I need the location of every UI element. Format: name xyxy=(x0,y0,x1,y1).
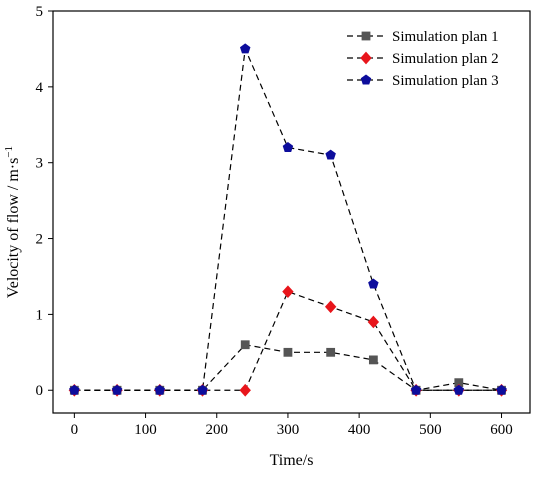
data-point-series-1 xyxy=(240,340,250,350)
x-axis-title: Time/s xyxy=(270,452,314,469)
data-point-series-2 xyxy=(367,315,380,329)
y-axis-title-text: Velocity of flow / m·s xyxy=(5,158,22,298)
y-tick-label: 0 xyxy=(36,383,44,399)
legend-label-2: Simulation plan 2 xyxy=(392,51,499,67)
data-point-series-3 xyxy=(282,142,294,152)
y-tick-label: 5 xyxy=(36,4,44,20)
data-point-series-3 xyxy=(111,384,123,395)
data-point-series-1 xyxy=(368,355,378,365)
legend: Simulation plan 1 Simulation plan 2 Simula… xyxy=(347,29,499,89)
data-point-series-3 xyxy=(197,384,208,395)
series-line-3 xyxy=(74,46,502,391)
x-tick-label: 400 xyxy=(348,422,371,438)
tick-labels-layer: 0 100 200 300 400 500 600 0 1 2 3 4 5 xyxy=(36,4,513,438)
axis-ticks-layer xyxy=(48,10,503,418)
data-point-series-1 xyxy=(454,378,464,388)
y-tick-label: 4 xyxy=(36,80,44,96)
x-tick-label: 0 xyxy=(71,422,79,438)
data-point-series-2 xyxy=(324,300,337,314)
data-point-series-3 xyxy=(154,384,166,395)
data-point-series-3 xyxy=(69,384,80,395)
data-point-series-1 xyxy=(326,347,336,357)
data-point-series-2 xyxy=(282,285,294,298)
series-markers-layer xyxy=(68,43,508,397)
data-point-series-3 xyxy=(368,278,379,289)
y-axis-title-superscript: −1 xyxy=(3,146,15,158)
plot-frame xyxy=(52,10,531,414)
data-point-series-1 xyxy=(283,347,293,357)
y-tick-label: 1 xyxy=(36,307,44,323)
legend-label-3: Simulation plan 3 xyxy=(392,73,499,89)
series-lines-layer xyxy=(74,46,502,391)
x-tick-label: 300 xyxy=(277,422,300,438)
legend-marker-2 xyxy=(360,51,372,65)
legend-marker-3 xyxy=(360,74,372,85)
y-axis-title: Velocity of flow / m·s−1 xyxy=(3,146,22,298)
y-tick-label: 2 xyxy=(36,232,44,248)
data-point-series-3 xyxy=(325,149,336,160)
data-point-series-2 xyxy=(239,383,251,397)
x-tick-label: 500 xyxy=(419,422,442,438)
x-tick-label: 200 xyxy=(205,422,228,438)
x-tick-label: 100 xyxy=(134,422,157,438)
data-point-series-3 xyxy=(239,43,251,54)
data-point-series-3 xyxy=(453,384,465,395)
data-point-series-3 xyxy=(496,384,507,395)
legend-label-1: Simulation plan 1 xyxy=(392,29,499,45)
series-line-2 xyxy=(74,290,502,391)
x-tick-label: 600 xyxy=(490,422,513,438)
data-point-series-3 xyxy=(410,384,422,395)
y-tick-label: 3 xyxy=(36,156,44,172)
legend-marker-1 xyxy=(361,31,371,41)
